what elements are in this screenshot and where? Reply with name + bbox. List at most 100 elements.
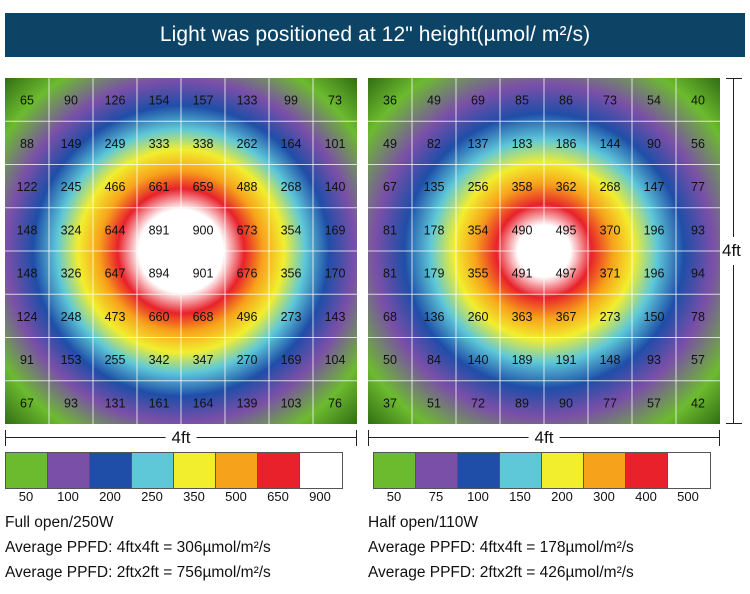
cell-value: 186 xyxy=(556,137,577,151)
cell-value: 57 xyxy=(691,353,705,367)
cell-value: 356 xyxy=(281,267,302,281)
cell-value: 179 xyxy=(424,267,445,281)
cell-value: 644 xyxy=(105,223,126,237)
cell-value: 169 xyxy=(281,353,302,367)
legend-swatch xyxy=(542,453,584,488)
legend-value: 300 xyxy=(593,489,615,504)
cell-value: 668 xyxy=(193,310,214,324)
cell-value: 354 xyxy=(281,223,302,237)
cell-value: 67 xyxy=(383,180,397,194)
legend-swatch xyxy=(500,453,542,488)
cell-value: 170 xyxy=(325,267,346,281)
width-label-right: 4ft xyxy=(528,428,560,448)
cell-value: 133 xyxy=(237,94,258,108)
legend-value: 50 xyxy=(386,489,402,504)
cell-value: 324 xyxy=(61,223,82,237)
cell-value: 137 xyxy=(468,137,489,151)
cell-value: 488 xyxy=(237,180,258,194)
cell-value: 191 xyxy=(556,353,577,367)
legend-value: 900 xyxy=(309,489,331,504)
cell-value: 256 xyxy=(468,180,489,194)
legend-value: 200 xyxy=(551,489,573,504)
legend-value: 100 xyxy=(467,489,489,504)
cell-value: 338 xyxy=(193,137,214,151)
cell-value: 660 xyxy=(149,310,170,324)
legend-swatch xyxy=(626,453,668,488)
heatmap-half-open: 36 49 69 85 86 73 54 40 49 82 137 183 186 144 90 56 67 13… xyxy=(368,78,720,424)
color-legend-half-open xyxy=(373,452,711,489)
cell-value: 659 xyxy=(193,180,214,194)
cell-value: 355 xyxy=(468,267,489,281)
legend-value: 500 xyxy=(225,489,247,504)
cell-value: 81 xyxy=(383,267,397,281)
cell-value: 37 xyxy=(383,396,397,410)
cell-value: 143 xyxy=(325,310,346,324)
cell-value: 661 xyxy=(149,180,170,194)
cell-value: 90 xyxy=(64,94,78,108)
cell-value: 49 xyxy=(427,94,441,108)
cell-value: 42 xyxy=(691,396,705,410)
cell-value: 94 xyxy=(691,267,705,281)
cell-value: 103 xyxy=(281,396,302,410)
info-half-open: Half open/110W Average PPFD: 4ftx4ft = 1… xyxy=(368,510,634,585)
cell-value: 122 xyxy=(17,180,38,194)
average-ppfd-4x4: Average PPFD: 4ftx4ft = 178µmol/m²/s xyxy=(368,539,634,556)
cell-value: 126 xyxy=(105,94,126,108)
cell-value: 78 xyxy=(691,310,705,324)
cell-value: 86 xyxy=(559,94,573,108)
cell-value: 491 xyxy=(512,267,533,281)
average-ppfd-2x2: Average PPFD: 2ftx2ft = 756µmol/m²/s xyxy=(5,564,271,581)
cell-value: 131 xyxy=(105,396,126,410)
cell-value: 50 xyxy=(383,353,397,367)
cell-value: 150 xyxy=(644,310,665,324)
cell-value: 140 xyxy=(325,180,346,194)
cell-value: 93 xyxy=(647,353,661,367)
cell-value: 65 xyxy=(20,94,34,108)
cell-value: 273 xyxy=(281,310,302,324)
legend-swatch xyxy=(300,453,342,488)
cell-value: 354 xyxy=(468,223,489,237)
cell-value: 136 xyxy=(424,310,445,324)
legend-swatch xyxy=(132,453,174,488)
cell-value: 248 xyxy=(61,310,82,324)
cell-value: 76 xyxy=(328,396,342,410)
cell-value: 196 xyxy=(644,267,665,281)
cell-value: 72 xyxy=(471,396,485,410)
cell-value: 148 xyxy=(17,223,38,237)
cell-value: 333 xyxy=(149,137,170,151)
cell-value: 144 xyxy=(600,137,621,151)
cell-value: 85 xyxy=(515,94,529,108)
cell-value: 148 xyxy=(600,353,621,367)
legend-swatch xyxy=(48,453,90,488)
cell-value: 245 xyxy=(61,180,82,194)
cell-value: 91 xyxy=(20,353,34,367)
cell-value: 490 xyxy=(512,223,533,237)
heatmap-svg: 65 90 126 154 157 133 99 73 88 149 249 333 338 262 164… xyxy=(5,78,357,424)
cell-value: 891 xyxy=(149,223,170,237)
cell-value: 326 xyxy=(61,267,82,281)
legend-value: 150 xyxy=(509,489,531,504)
cell-value: 268 xyxy=(281,180,302,194)
cell-value: 255 xyxy=(105,353,126,367)
legend-value: 50 xyxy=(18,489,34,504)
legend-swatch xyxy=(6,453,48,488)
cell-value: 68 xyxy=(383,310,397,324)
height-label: 4ft xyxy=(722,237,741,265)
legend-swatch xyxy=(458,453,500,488)
cell-value: 196 xyxy=(644,223,665,237)
cell-value: 153 xyxy=(61,353,82,367)
cell-value: 342 xyxy=(149,353,170,367)
heatmap-svg: 36 49 69 85 86 73 54 40 49 82 137 183 186 144 90 56 67 13… xyxy=(368,78,720,424)
cell-value: 676 xyxy=(237,267,258,281)
legend-value: 350 xyxy=(183,489,205,504)
cell-value: 73 xyxy=(328,94,342,108)
legend-swatch xyxy=(584,453,626,488)
cell-value: 894 xyxy=(149,267,170,281)
mode-label: Half open/110W xyxy=(368,514,478,531)
cell-value: 183 xyxy=(512,137,533,151)
cell-value: 148 xyxy=(17,267,38,281)
cell-value: 164 xyxy=(193,396,214,410)
legend-value: 100 xyxy=(57,489,79,504)
legend-swatch xyxy=(174,453,216,488)
cell-value: 69 xyxy=(471,94,485,108)
